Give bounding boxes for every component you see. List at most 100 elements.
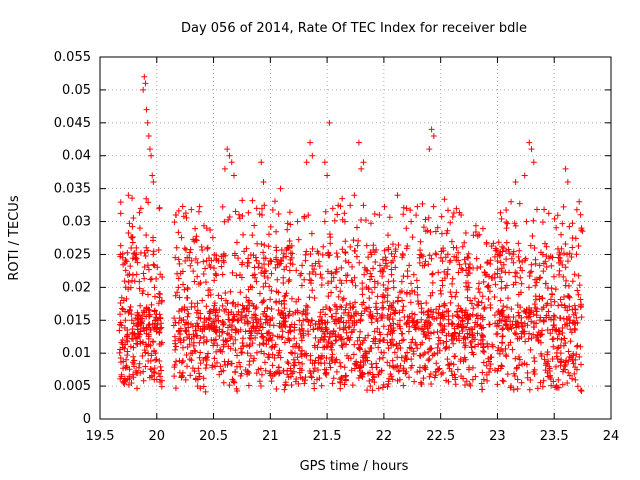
data-point xyxy=(356,334,363,341)
data-point xyxy=(564,179,571,186)
data-point xyxy=(444,207,451,214)
data-point xyxy=(260,334,267,341)
data-point xyxy=(569,235,576,242)
data-point xyxy=(132,367,139,374)
data-point xyxy=(578,387,585,394)
data-point xyxy=(139,353,146,360)
data-point xyxy=(129,329,136,336)
data-point xyxy=(350,351,357,358)
data-point xyxy=(260,179,267,186)
data-point xyxy=(286,336,293,343)
data-point xyxy=(578,225,585,232)
data-point xyxy=(130,353,137,360)
data-point xyxy=(305,212,312,219)
data-point xyxy=(179,372,186,379)
data-point xyxy=(284,220,291,227)
data-point xyxy=(233,311,240,318)
data-point xyxy=(444,251,451,258)
data-point xyxy=(509,346,516,353)
data-point xyxy=(337,363,344,370)
data-point xyxy=(333,337,340,344)
data-point xyxy=(156,204,163,211)
data-point xyxy=(401,357,408,364)
data-point xyxy=(342,372,349,379)
data-point xyxy=(437,322,444,329)
data-point xyxy=(434,344,441,351)
data-point xyxy=(481,348,488,355)
data-point xyxy=(137,370,144,377)
data-point xyxy=(384,298,391,305)
data-point xyxy=(265,261,272,268)
data-point xyxy=(338,304,345,311)
data-point xyxy=(414,368,421,375)
data-point xyxy=(140,270,147,277)
data-point xyxy=(197,279,204,286)
data-point xyxy=(448,368,455,375)
data-point xyxy=(441,275,448,282)
data-point xyxy=(322,319,329,326)
data-point xyxy=(245,299,252,306)
data-point xyxy=(542,280,549,287)
data-point xyxy=(250,324,257,331)
data-point xyxy=(559,325,566,332)
data-point xyxy=(145,132,152,139)
data-point xyxy=(301,213,308,220)
data-point xyxy=(575,242,582,249)
data-point xyxy=(547,330,554,337)
data-point xyxy=(220,259,227,266)
data-point xyxy=(136,225,143,232)
data-point xyxy=(244,263,251,270)
data-point xyxy=(232,336,239,343)
data-point xyxy=(232,368,239,375)
data-point xyxy=(158,339,165,346)
data-point xyxy=(287,373,294,380)
data-point xyxy=(244,318,251,325)
data-point xyxy=(540,304,547,311)
data-point xyxy=(354,224,361,231)
data-point xyxy=(306,294,313,301)
data-point xyxy=(366,377,373,384)
data-point xyxy=(428,380,435,387)
data-point xyxy=(419,200,426,207)
data-point xyxy=(516,335,523,342)
data-point xyxy=(380,282,387,289)
y-tick-label: 0.01 xyxy=(62,346,91,361)
data-point xyxy=(129,195,136,202)
data-point xyxy=(325,249,332,256)
data-point xyxy=(261,359,268,366)
data-point xyxy=(348,367,355,374)
data-point xyxy=(345,259,352,266)
data-point xyxy=(550,312,557,319)
data-point xyxy=(440,247,447,254)
data-point xyxy=(352,282,359,289)
data-point xyxy=(463,312,470,319)
data-point xyxy=(328,289,335,296)
data-point xyxy=(245,209,252,216)
data-point xyxy=(540,260,547,267)
data-point xyxy=(466,331,473,338)
data-point xyxy=(572,364,579,371)
data-point xyxy=(568,254,575,261)
data-point xyxy=(390,341,397,348)
data-point xyxy=(576,353,583,360)
data-point xyxy=(395,368,402,375)
data-point xyxy=(381,203,388,210)
data-point xyxy=(286,267,293,274)
data-point xyxy=(453,205,460,212)
data-point xyxy=(476,289,483,296)
data-point xyxy=(216,326,223,333)
data-point xyxy=(171,373,178,380)
data-point xyxy=(427,345,434,352)
data-point xyxy=(551,314,558,321)
data-point xyxy=(579,228,586,235)
data-point xyxy=(134,309,141,316)
x-tick-label: 21.5 xyxy=(313,429,342,444)
y-tick-label: 0.04 xyxy=(62,149,91,164)
data-point xyxy=(498,215,505,222)
data-point xyxy=(129,223,136,230)
data-point xyxy=(145,350,152,357)
data-point xyxy=(143,324,150,331)
data-point xyxy=(432,372,439,379)
data-point xyxy=(433,306,440,313)
data-point xyxy=(443,338,450,345)
